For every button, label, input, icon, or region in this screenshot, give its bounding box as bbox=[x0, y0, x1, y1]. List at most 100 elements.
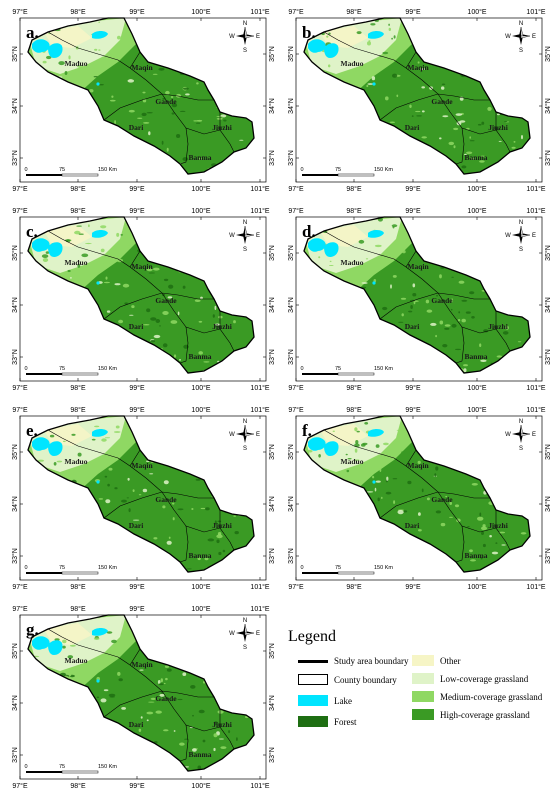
study-area-boundary bbox=[27, 415, 255, 573]
texture-speck bbox=[109, 696, 115, 698]
county-label: Maqin bbox=[131, 63, 153, 72]
texture-speck bbox=[392, 478, 398, 480]
lake-small bbox=[92, 628, 108, 636]
texture-speck bbox=[166, 668, 172, 672]
texture-speck bbox=[45, 251, 50, 254]
compass-e: E bbox=[256, 631, 260, 637]
scale-bar: 0 75 150 Km bbox=[24, 366, 117, 376]
texture-speck bbox=[417, 61, 420, 64]
texture-speck bbox=[444, 327, 450, 330]
texture-speck bbox=[107, 668, 112, 673]
medium-grass-swatch bbox=[412, 691, 434, 702]
texture-speck bbox=[177, 311, 180, 316]
study-area-boundary bbox=[303, 216, 531, 374]
lon-tick-label: 97°E bbox=[12, 8, 28, 16]
county-boundary-line bbox=[47, 31, 131, 69]
county-label: Jiuzhi bbox=[212, 123, 232, 132]
texture-speck bbox=[391, 37, 393, 40]
texture-speck bbox=[505, 325, 509, 330]
texture-speck bbox=[379, 468, 382, 472]
texture-speck bbox=[464, 153, 467, 156]
scale-label: 0 bbox=[24, 167, 27, 173]
texture-speck bbox=[54, 638, 60, 641]
texture-speck bbox=[370, 23, 376, 26]
scale-bar-seg bbox=[61, 173, 99, 177]
texture-speck bbox=[105, 276, 108, 280]
texture-speck bbox=[326, 35, 329, 38]
texture-speck bbox=[100, 225, 107, 229]
texture-speck bbox=[170, 96, 174, 98]
texture-speck bbox=[477, 516, 484, 521]
compass-n: N bbox=[243, 618, 247, 624]
texture-speck bbox=[345, 453, 348, 456]
compass-s: S bbox=[243, 247, 247, 253]
county-label: Maqin bbox=[131, 262, 153, 271]
texture-speck bbox=[471, 316, 475, 319]
lon-tick-label: 100°E bbox=[467, 207, 486, 215]
texture-speck bbox=[347, 458, 352, 460]
texture-speck bbox=[239, 139, 244, 141]
county-label: Banma bbox=[189, 750, 212, 759]
north-arrow-icon: N S W E bbox=[505, 220, 536, 253]
texture-speck bbox=[77, 263, 81, 268]
texture-speck bbox=[466, 151, 473, 155]
texture-speck bbox=[109, 266, 114, 271]
legend-label: County boundary bbox=[334, 674, 397, 685]
county-boundary-line bbox=[219, 510, 235, 551]
texture-speck bbox=[479, 343, 482, 347]
texture-speck bbox=[142, 99, 147, 103]
texture-speck bbox=[453, 127, 459, 131]
texture-speck bbox=[416, 115, 422, 117]
texture-speck bbox=[42, 60, 47, 64]
texture-speck bbox=[190, 685, 196, 689]
lake-gyaring bbox=[32, 636, 50, 650]
texture-speck bbox=[495, 127, 500, 131]
county-boundary-line bbox=[103, 690, 163, 718]
compass-s: S bbox=[243, 446, 247, 452]
lake-gyaring bbox=[32, 39, 50, 53]
texture-speck bbox=[410, 299, 415, 302]
north-arrow-icon: N S W E bbox=[505, 21, 536, 54]
county-label: Dari bbox=[129, 123, 144, 132]
county-label: Maqin bbox=[407, 63, 429, 72]
lon-tick-label: 100°E bbox=[191, 207, 210, 215]
lon-tick-label: 98°E bbox=[346, 207, 362, 215]
texture-speck bbox=[489, 535, 492, 538]
lat-tick-label: 34°N bbox=[268, 496, 276, 512]
scale-bar-seg bbox=[26, 572, 62, 574]
county-label: Jiuzhi bbox=[212, 322, 232, 331]
lat-tick-label: 35°N bbox=[268, 245, 276, 261]
texture-speck bbox=[172, 517, 175, 521]
texture-speck bbox=[381, 496, 383, 499]
texture-speck bbox=[367, 75, 372, 78]
legend-other: Other bbox=[412, 655, 461, 666]
texture-speck bbox=[158, 67, 165, 71]
scale-label: 150 Km bbox=[98, 167, 117, 173]
county-label: Gande bbox=[155, 97, 177, 106]
scale-label: 75 bbox=[335, 565, 341, 571]
lon-tick-label: 101°E bbox=[250, 782, 269, 790]
texture-speck bbox=[392, 73, 398, 78]
legend-label: Low-coverage grassland bbox=[440, 673, 529, 684]
lon-tick-label: 99°E bbox=[129, 583, 145, 591]
texture-speck bbox=[127, 247, 129, 250]
north-arrow-icon: N S W E bbox=[229, 220, 260, 253]
texture-speck bbox=[216, 115, 223, 118]
texture-speck bbox=[390, 284, 392, 289]
texture-speck bbox=[356, 31, 362, 35]
scale-label: 0 bbox=[300, 366, 303, 372]
texture-speck bbox=[205, 507, 210, 511]
lon-tick-label: 97°E bbox=[288, 8, 304, 16]
texture-speck bbox=[401, 451, 406, 454]
lon-tick-label: 99°E bbox=[405, 384, 421, 392]
texture-speck bbox=[108, 467, 113, 471]
lon-tick-label: 97°E bbox=[288, 207, 304, 215]
lon-tick-label: 99°E bbox=[405, 8, 421, 16]
texture-speck bbox=[418, 529, 422, 532]
texture-speck bbox=[470, 157, 476, 160]
county-label: Dari bbox=[129, 521, 144, 530]
texture-speck bbox=[207, 538, 215, 542]
texture-speck bbox=[306, 449, 313, 453]
texture-speck bbox=[176, 134, 181, 138]
lon-tick-label: 101°E bbox=[250, 384, 269, 392]
